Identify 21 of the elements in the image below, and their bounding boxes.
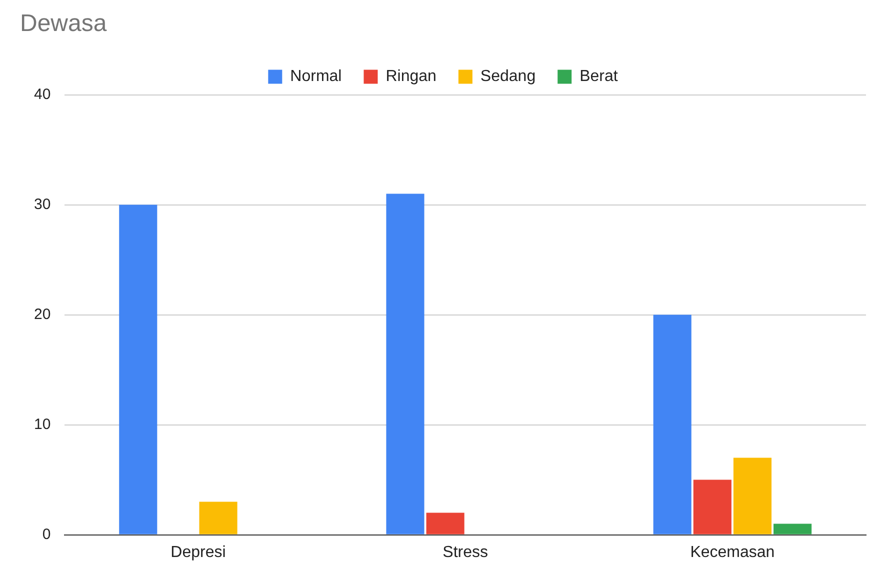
y-tick-label: 0 [42,526,51,543]
y-tick-label: 40 [34,86,51,103]
y-tick-label: 10 [34,416,51,433]
y-tick-label: 20 [34,306,51,323]
bar [426,512,464,534]
y-tick-label: 30 [34,196,51,213]
bar [119,204,158,534]
bar [693,480,732,534]
bar [774,524,812,534]
legend-label: Berat [580,68,618,86]
chart-title: Dewasa [20,10,108,38]
legend-label: Ringan [386,68,436,86]
bar [386,194,424,534]
bar [733,458,772,534]
bar [199,502,238,534]
legend-label: Normal [290,68,342,86]
bar [653,314,692,534]
x-tick-label: Kecemasan [690,544,775,561]
legend-label: Sedang [480,68,536,86]
x-tick-label: Stress [442,544,488,561]
x-tick-label: Depresi [170,544,226,561]
